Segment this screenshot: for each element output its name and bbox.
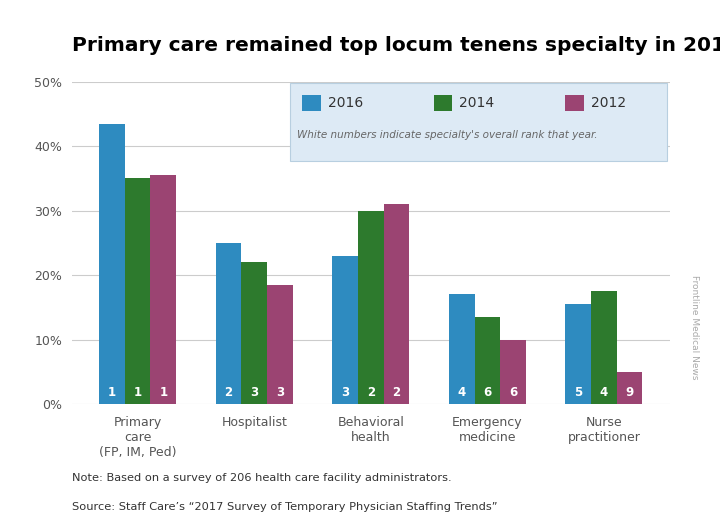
Text: 4: 4 — [600, 386, 608, 399]
Text: Primary care remained top locum tenens specialty in 2016: Primary care remained top locum tenens s… — [72, 36, 720, 55]
FancyBboxPatch shape — [290, 83, 667, 161]
FancyBboxPatch shape — [433, 95, 452, 110]
Bar — [500, 340, 526, 404]
Bar — [125, 178, 150, 404]
Bar — [358, 211, 384, 404]
Bar — [267, 285, 293, 404]
FancyBboxPatch shape — [302, 95, 320, 110]
Bar — [99, 124, 125, 404]
Text: Note: Based on a survey of 206 health care facility administrators.: Note: Based on a survey of 206 health ca… — [72, 473, 451, 483]
Text: 1: 1 — [134, 386, 142, 399]
FancyBboxPatch shape — [565, 95, 584, 110]
Text: 2016: 2016 — [328, 96, 363, 110]
Text: 1: 1 — [108, 386, 116, 399]
Bar — [216, 243, 241, 404]
Text: Frontline Medical News: Frontline Medical News — [690, 275, 699, 380]
Text: 3: 3 — [250, 386, 258, 399]
Bar — [565, 304, 591, 404]
Text: 2: 2 — [225, 386, 233, 399]
Bar — [591, 291, 617, 404]
Bar — [449, 295, 474, 404]
Text: 2: 2 — [366, 386, 375, 399]
Bar — [333, 256, 358, 404]
Bar — [150, 175, 176, 404]
Bar — [384, 204, 409, 404]
Text: 2012: 2012 — [591, 96, 626, 110]
Text: 5: 5 — [574, 386, 582, 399]
Text: 1: 1 — [159, 386, 167, 399]
Bar — [474, 317, 500, 404]
Text: White numbers indicate specialty's overall rank that year.: White numbers indicate specialty's overa… — [297, 130, 598, 140]
Text: 2014: 2014 — [459, 96, 495, 110]
Text: 6: 6 — [483, 386, 492, 399]
Text: 4: 4 — [458, 386, 466, 399]
Text: 6: 6 — [509, 386, 517, 399]
Text: 9: 9 — [626, 386, 634, 399]
Text: Source: Staff Care’s “2017 Survey of Temporary Physician Staffing Trends”: Source: Staff Care’s “2017 Survey of Tem… — [72, 502, 498, 512]
Bar — [617, 372, 642, 404]
Text: 3: 3 — [276, 386, 284, 399]
Text: 3: 3 — [341, 386, 349, 399]
Text: 2: 2 — [392, 386, 400, 399]
Bar — [241, 262, 267, 404]
